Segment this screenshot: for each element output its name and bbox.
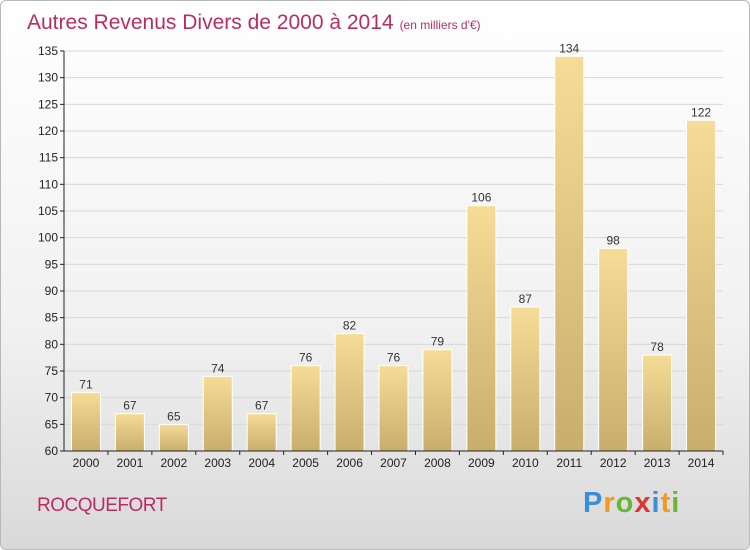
bar — [686, 119, 717, 452]
y-tick-label: 125 — [38, 97, 58, 111]
unit-note: (en milliers d'€) — [399, 18, 481, 32]
bar — [466, 205, 497, 452]
y-tick-label: 120 — [38, 124, 58, 138]
logo-letter: t — [660, 487, 672, 519]
data-label: 67 — [123, 399, 137, 413]
x-tick-label: 2006 — [336, 456, 363, 470]
x-tick-label: 2000 — [73, 456, 100, 470]
data-label: 87 — [519, 292, 533, 306]
data-label: 65 — [167, 409, 181, 423]
y-tick-label: 100 — [38, 231, 58, 245]
data-label: 82 — [343, 319, 357, 333]
y-tick-label: 115 — [39, 151, 58, 165]
x-tick-label: 2013 — [644, 456, 671, 470]
bar — [554, 55, 585, 452]
logo-letter: i — [651, 487, 661, 519]
data-label: 71 — [79, 377, 93, 391]
y-tick-label: 130 — [38, 71, 58, 85]
data-label: 78 — [650, 340, 664, 354]
x-tick-label: 2003 — [204, 456, 231, 470]
y-tick-label: 65 — [45, 417, 59, 431]
x-tick-label: 2009 — [468, 456, 495, 470]
bar — [202, 375, 233, 452]
x-tick-label: 2004 — [248, 456, 275, 470]
x-tick-label: 2001 — [117, 456, 144, 470]
y-tick-label: 135 — [38, 44, 58, 58]
logo-letter: P — [583, 487, 604, 519]
bar — [598, 247, 629, 452]
data-labels: 71 67 65 74 67 76 82 76 79 106 87 134 98 78 122 — [79, 41, 711, 423]
bar — [378, 365, 409, 452]
y-tick-label: 70 — [45, 391, 59, 405]
x-tick-label: 2002 — [160, 456, 187, 470]
data-label: 98 — [606, 233, 620, 247]
x-tick-label: 2007 — [380, 456, 407, 470]
bar — [114, 413, 145, 452]
bar — [422, 349, 453, 452]
logo-letter: r — [603, 487, 616, 519]
chart-title: Autres Revenus Divers de 2000 à 2014 (en … — [27, 11, 481, 35]
y-tick-label: 75 — [45, 364, 59, 378]
x-tick-label: 2010 — [512, 456, 539, 470]
data-label: 76 — [299, 351, 313, 365]
logo-letter: x — [634, 487, 652, 519]
bar — [158, 423, 189, 452]
data-label: 106 — [471, 191, 491, 205]
x-tick-label: 2014 — [688, 456, 715, 470]
data-label: 74 — [211, 361, 225, 375]
y-tick-label: 95 — [45, 257, 59, 271]
x-tick-label: 2012 — [600, 456, 627, 470]
data-label: 67 — [255, 399, 269, 413]
logo-letter: o — [615, 487, 635, 519]
chart-title-text: Autres Revenus Divers de 2000 à 2014 — [27, 11, 394, 34]
data-label: 76 — [387, 351, 401, 365]
y-tick-label: 60 — [45, 444, 59, 458]
y-tick-label: 85 — [45, 311, 59, 325]
x-tick-label: 2008 — [424, 456, 451, 470]
logo-letter: i — [671, 487, 681, 519]
bar — [290, 365, 321, 452]
bar — [642, 354, 673, 452]
y-tick-label: 80 — [45, 337, 59, 351]
data-label: 79 — [431, 335, 445, 349]
x-tick-label: 2005 — [292, 456, 319, 470]
commune-name: ROCQUEFORT — [37, 495, 167, 516]
bars — [70, 55, 717, 452]
axes: 60 65 70 75 80 85 90 95 100 105 110 115 120 125 130 135… — [38, 44, 724, 470]
y-tick-label: 105 — [38, 204, 58, 218]
x-tick-label: 2011 — [556, 456, 582, 470]
data-label: 134 — [559, 41, 579, 55]
bar — [334, 333, 365, 452]
bar — [510, 306, 541, 452]
bar — [246, 413, 277, 452]
data-label: 122 — [691, 105, 711, 119]
y-tick-label: 110 — [39, 177, 58, 191]
y-tick-label: 90 — [45, 284, 59, 298]
proxiti-logo: Proxiti — [583, 487, 680, 520]
bar — [70, 391, 101, 452]
